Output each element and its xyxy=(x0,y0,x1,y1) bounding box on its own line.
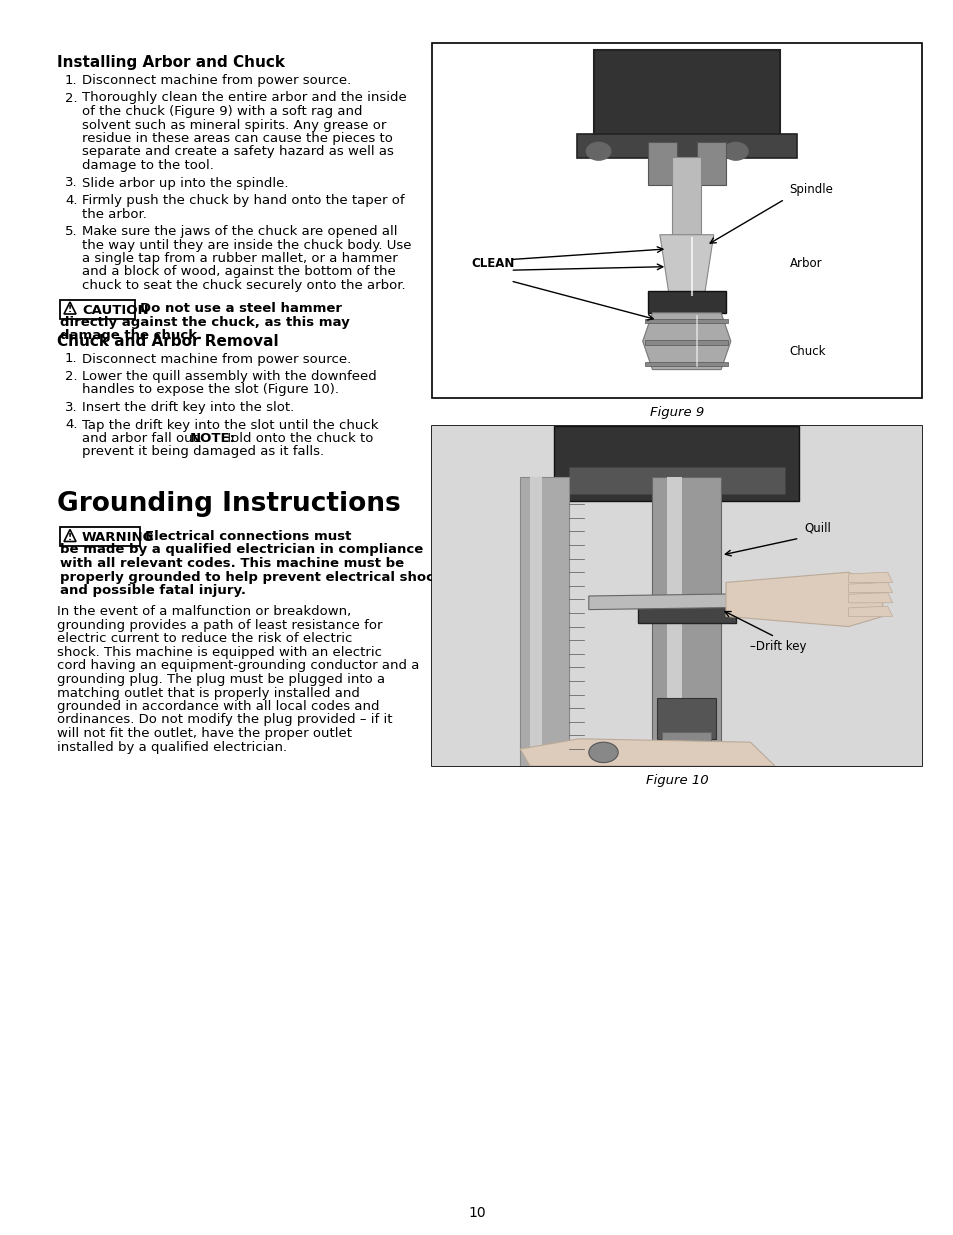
Text: 5.: 5. xyxy=(65,225,77,238)
Text: Slide arbor up into the spindle.: Slide arbor up into the spindle. xyxy=(82,177,288,189)
Text: 10: 10 xyxy=(468,1207,485,1220)
Text: CAUTION: CAUTION xyxy=(82,304,149,316)
Text: the way until they are inside the chuck body. Use: the way until they are inside the chuck … xyxy=(82,238,411,252)
Text: chuck to seat the chuck securely onto the arbor.: chuck to seat the chuck securely onto th… xyxy=(82,279,405,291)
Text: with all relevant codes. This machine must be: with all relevant codes. This machine mu… xyxy=(60,557,404,571)
Text: Grounding Instructions: Grounding Instructions xyxy=(57,492,400,517)
Text: Disconnect machine from power source.: Disconnect machine from power source. xyxy=(82,352,351,366)
Text: Figure 10: Figure 10 xyxy=(645,774,707,787)
Text: electric current to reduce the risk of electric: electric current to reduce the risk of e… xyxy=(57,632,352,646)
Text: damage the chuck.: damage the chuck. xyxy=(60,330,202,342)
Text: 1.: 1. xyxy=(65,74,77,86)
Text: Lower the quill assembly with the downfeed: Lower the quill assembly with the downfe… xyxy=(82,370,376,383)
Text: In the event of a malfunction or breakdown,: In the event of a malfunction or breakdo… xyxy=(57,605,351,619)
Bar xyxy=(432,426,921,766)
Text: matching outlet that is properly installed and: matching outlet that is properly install… xyxy=(57,687,359,699)
Text: of the chuck (Figure 9) with a soft rag and: of the chuck (Figure 9) with a soft rag … xyxy=(82,105,362,119)
Text: Installing Arbor and Chuck: Installing Arbor and Chuck xyxy=(57,56,285,70)
Text: Do not use a steel hammer: Do not use a steel hammer xyxy=(140,303,341,315)
Text: and possible fatal injury.: and possible fatal injury. xyxy=(60,584,246,597)
Text: WARNING: WARNING xyxy=(82,531,154,543)
Text: will not fit the outlet, have the proper outlet: will not fit the outlet, have the proper… xyxy=(57,727,352,740)
Bar xyxy=(60,300,135,319)
Text: Disconnect machine from power source.: Disconnect machine from power source. xyxy=(82,74,351,86)
Text: 3.: 3. xyxy=(65,177,77,189)
Text: residue in these areas can cause the pieces to: residue in these areas can cause the pie… xyxy=(82,132,393,144)
Bar xyxy=(60,527,140,546)
Text: directly against the chuck, as this may: directly against the chuck, as this may xyxy=(60,316,350,329)
Text: Firmly push the chuck by hand onto the taper of: Firmly push the chuck by hand onto the t… xyxy=(82,194,404,207)
Text: 4.: 4. xyxy=(65,194,77,207)
Text: 1.: 1. xyxy=(65,352,77,366)
Text: NOTE:: NOTE: xyxy=(189,432,235,445)
Text: 3.: 3. xyxy=(65,401,77,414)
Text: solvent such as mineral spirits. Any grease or: solvent such as mineral spirits. Any gre… xyxy=(82,119,386,131)
Text: ordinances. Do not modify the plug provided – if it: ordinances. Do not modify the plug provi… xyxy=(57,714,392,726)
Text: installed by a qualified electrician.: installed by a qualified electrician. xyxy=(57,741,287,753)
Text: damage to the tool.: damage to the tool. xyxy=(82,159,213,172)
Text: Electrical connections must: Electrical connections must xyxy=(145,530,351,543)
Text: grounding plug. The plug must be plugged into a: grounding plug. The plug must be plugged… xyxy=(57,673,385,685)
Text: cord having an equipment-grounding conductor and a: cord having an equipment-grounding condu… xyxy=(57,659,419,673)
Text: Make sure the jaws of the chuck are opened all: Make sure the jaws of the chuck are open… xyxy=(82,225,397,238)
Bar xyxy=(432,43,921,398)
Text: shock. This machine is equipped with an electric: shock. This machine is equipped with an … xyxy=(57,646,381,659)
Text: Figure 9: Figure 9 xyxy=(649,406,703,419)
Text: Insert the drift key into the slot.: Insert the drift key into the slot. xyxy=(82,401,294,414)
Text: Tap the drift key into the slot until the chuck: Tap the drift key into the slot until th… xyxy=(82,419,378,431)
Text: be made by a qualified electrician in compliance: be made by a qualified electrician in co… xyxy=(60,543,423,557)
Text: grounded in accordance with all local codes and: grounded in accordance with all local co… xyxy=(57,700,379,713)
Text: and arbor fall out.: and arbor fall out. xyxy=(82,432,206,445)
Text: handles to expose the slot (Figure 10).: handles to expose the slot (Figure 10). xyxy=(82,384,338,396)
Text: 4.: 4. xyxy=(65,419,77,431)
Text: Thoroughly clean the entire arbor and the inside: Thoroughly clean the entire arbor and th… xyxy=(82,91,406,105)
Text: properly grounded to help prevent electrical shock: properly grounded to help prevent electr… xyxy=(60,571,442,583)
Text: Hold onto the chuck to: Hold onto the chuck to xyxy=(216,432,373,445)
Text: 2.: 2. xyxy=(65,91,77,105)
Text: grounding provides a path of least resistance for: grounding provides a path of least resis… xyxy=(57,619,382,632)
Text: a single tap from a rubber mallet, or a hammer: a single tap from a rubber mallet, or a … xyxy=(82,252,397,266)
Text: !: ! xyxy=(68,305,72,314)
Text: prevent it being damaged as it falls.: prevent it being damaged as it falls. xyxy=(82,446,324,458)
Text: and a block of wood, against the bottom of the: and a block of wood, against the bottom … xyxy=(82,266,395,279)
Text: Chuck and Arbor Removal: Chuck and Arbor Removal xyxy=(57,333,278,348)
Text: !: ! xyxy=(68,532,72,541)
Text: separate and create a safety hazard as well as: separate and create a safety hazard as w… xyxy=(82,146,394,158)
Text: the arbor.: the arbor. xyxy=(82,207,147,221)
Text: 2.: 2. xyxy=(65,370,77,383)
